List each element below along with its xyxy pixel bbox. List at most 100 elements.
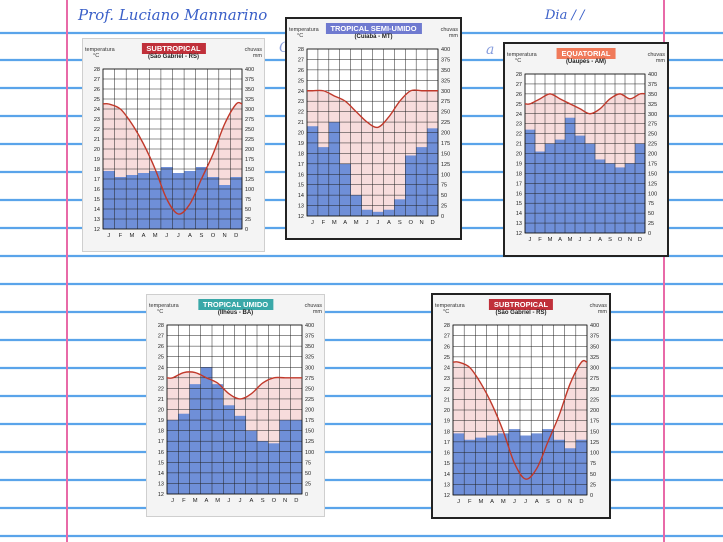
month-label: D <box>294 498 298 504</box>
temperature-tick-label: 28 <box>444 323 450 329</box>
temperature-tick-label: 20 <box>158 408 164 414</box>
temperature-tick-label: 22 <box>444 387 450 393</box>
rainfall-axis-title: chuvas mm <box>590 303 607 315</box>
temperature-tick-label: 13 <box>444 482 450 488</box>
temperature-tick-label: 23 <box>516 122 522 128</box>
rainfall-tick-label: 300 <box>245 107 254 113</box>
temperature-tick-label: 18 <box>298 151 304 157</box>
rainfall-tick-label: 25 <box>441 204 447 210</box>
month-label: D <box>234 233 238 239</box>
rainfall-tick-label: 175 <box>305 418 314 424</box>
rainfall-tick-label: 375 <box>590 334 599 340</box>
temperature-line <box>452 359 588 480</box>
rainfall-tick-label: 75 <box>648 201 654 207</box>
temperature-tick-label: 15 <box>94 197 100 203</box>
month-label: J <box>239 498 242 504</box>
rainfall-tick-label: 175 <box>590 419 599 425</box>
temperature-tick-label: 28 <box>298 47 304 53</box>
rainfall-tick-label: 75 <box>305 460 311 466</box>
temperature-tick-label: 21 <box>298 120 304 126</box>
temperature-tick-label: 28 <box>516 72 522 78</box>
temperature-tick-label: 25 <box>516 102 522 108</box>
month-label: M <box>215 498 220 504</box>
rainfall-bar-o-9 <box>615 167 626 233</box>
rainfall-tick-label: 400 <box>590 323 599 329</box>
rainfall-tick-label: 375 <box>441 57 450 63</box>
temperature-tick-label: 27 <box>158 334 164 340</box>
chart-plot-svg: 12 13 14 15 16 17 18 19 20 21 22 23 24 25 26 27 28 0 25 50 7… <box>158 323 314 504</box>
rainfall-bar-f-1 <box>464 439 476 495</box>
month-label: A <box>249 498 253 504</box>
temperature-unit: °C <box>93 53 100 59</box>
rainfall-tick-label: 125 <box>305 439 314 445</box>
month-label: A <box>142 233 146 239</box>
rainfall-tick-label: 25 <box>648 221 654 227</box>
temperature-tick-label: 26 <box>516 92 522 98</box>
month-label: S <box>398 220 402 226</box>
rainfall-bar-j-0 <box>525 129 536 233</box>
rainfall-bar-a-3 <box>486 435 498 495</box>
temperature-tick-label: 13 <box>298 204 304 210</box>
temperature-tick-label: 19 <box>444 419 450 425</box>
rainfall-tick-label: 275 <box>245 117 254 123</box>
plot-frame <box>102 68 243 230</box>
temperature-axis-title: temperatura °C <box>435 303 465 315</box>
rainfall-tick-label: 400 <box>441 47 450 53</box>
teacher-name: Prof. Luciano Mannarino <box>78 6 268 24</box>
temperature-tick-label: 12 <box>298 214 304 220</box>
rainfall-bar-m-2 <box>475 437 487 495</box>
rainfall-tick-label: 100 <box>245 187 254 193</box>
rainfall-tick-label: 75 <box>590 461 596 467</box>
month-label: F <box>182 498 186 504</box>
rainfall-bar-a-3 <box>339 163 351 216</box>
rainfall-axis-label: chuvas <box>304 303 322 309</box>
temperature-tick-label: 14 <box>94 207 100 213</box>
temperature-line <box>102 101 243 215</box>
month-label: F <box>119 233 123 239</box>
rainfall-tick-label: 325 <box>245 97 254 103</box>
rainfall-tick-label: 50 <box>648 211 654 217</box>
rainfall-axis-title: chuvas mm <box>305 303 322 315</box>
temperature-tick-label: 20 <box>516 152 522 158</box>
rainfall-tick-label: 175 <box>245 157 254 163</box>
month-label: A <box>598 237 602 243</box>
temperature-axis-label: temperatura <box>507 52 537 58</box>
chart-title-badge: EQUATORIAL <box>556 48 616 59</box>
rainfall-tick-label: 200 <box>441 131 450 137</box>
temperature-tick-label: 19 <box>158 418 164 424</box>
rainfall-tick-label: 150 <box>245 167 254 173</box>
rainfall-tick-label: 300 <box>590 366 599 372</box>
month-label: S <box>261 498 265 504</box>
month-label: O <box>408 220 413 226</box>
temperature-tick-label: 25 <box>298 78 304 84</box>
month-label: J <box>107 233 110 239</box>
plot-frame <box>524 73 646 234</box>
month-label: J <box>165 233 168 239</box>
rainfall-tick-label: 250 <box>441 110 450 116</box>
month-label: J <box>513 499 516 505</box>
climate-chart-equatorial: EQUATORIAL (Uaupés - AM) temperatura °C chuv… <box>503 42 669 257</box>
rainfall-tick-label: 350 <box>590 344 599 350</box>
month-label: N <box>568 499 572 505</box>
rainfall-axis-title: chuvas mm <box>441 27 458 39</box>
temperature-tick-label: 16 <box>158 450 164 456</box>
rainfall-unit: mm <box>448 33 458 39</box>
temperature-unit: °C <box>157 309 164 315</box>
temperature-tick-label: 23 <box>298 99 304 105</box>
temperature-tick-label: 14 <box>158 471 164 477</box>
rainfall-bar-j-6 <box>372 211 384 216</box>
temperature-axis-title: temperatura °C <box>149 303 179 315</box>
rainfall-bar-n-10 <box>416 147 428 216</box>
plot-frame <box>452 324 588 496</box>
rainfall-bar-j-0 <box>167 420 179 494</box>
chart-plot-svg: 12 13 14 15 16 17 18 19 20 21 22 23 24 25 26 27 28 0 25 50 7… <box>298 47 450 226</box>
temperature-tick-label: 21 <box>158 397 164 403</box>
rainfall-tick-label: 400 <box>305 323 314 329</box>
temperature-line <box>307 89 438 129</box>
chart-location: (São Gabriel - RS) <box>495 310 547 316</box>
chart-location: (Uaupés - AM) <box>565 59 607 65</box>
month-label: A <box>204 498 208 504</box>
rainfall-bar-d-11 <box>575 439 588 495</box>
month-label: M <box>193 498 198 504</box>
rainfall-bar-s-8 <box>195 167 208 229</box>
